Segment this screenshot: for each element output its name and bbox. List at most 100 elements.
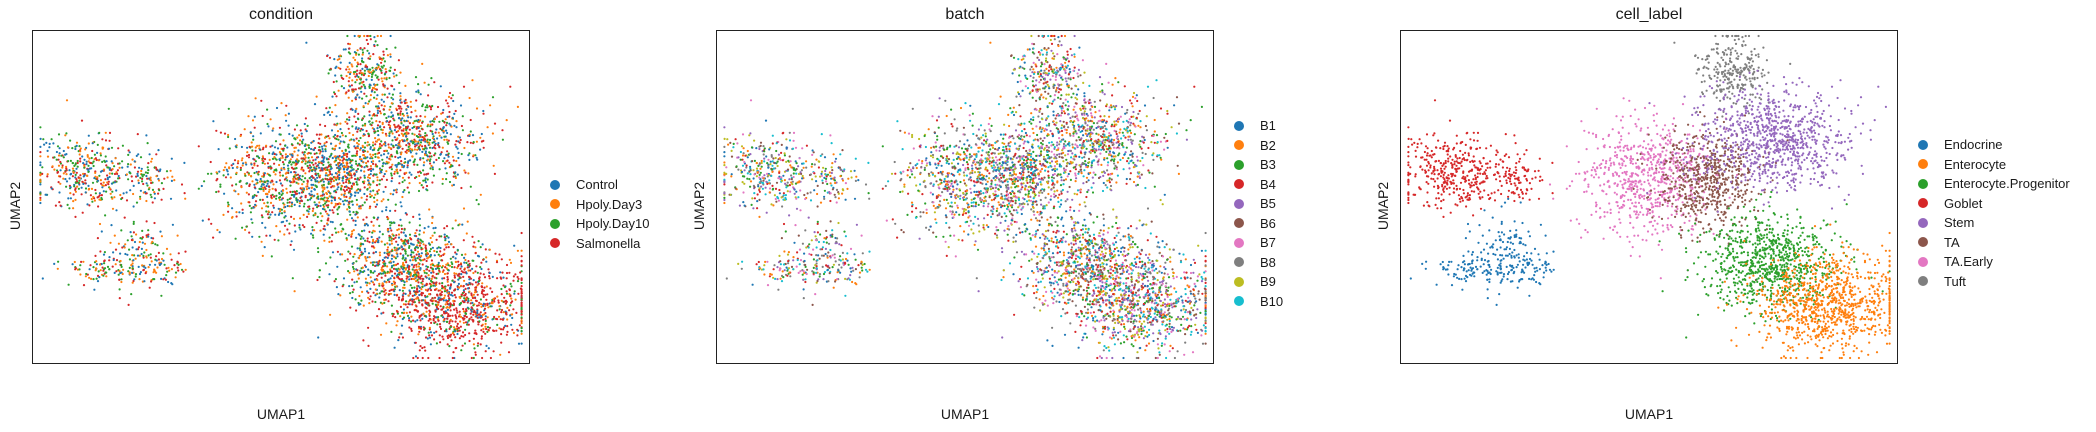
scatter-point: [71, 175, 74, 178]
scatter-point: [115, 189, 118, 192]
scatter-point: [171, 223, 174, 226]
scatter-point: [218, 170, 221, 173]
scatter-point: [162, 252, 165, 255]
scatter-point: [322, 163, 325, 166]
scatter-point: [389, 55, 392, 58]
scatter-point: [39, 171, 42, 174]
scatter-point: [132, 231, 135, 234]
scatter-point: [138, 272, 142, 276]
scatter-point: [295, 181, 298, 184]
scatter-point: [82, 172, 85, 175]
scatter-point: [227, 135, 230, 139]
scatter-point: [265, 144, 268, 147]
scatter-point: [128, 151, 131, 154]
scatter-point: [69, 197, 72, 200]
scatter-point: [372, 87, 376, 90]
scatter-point: [93, 199, 96, 202]
scatter-point: [383, 77, 386, 80]
scatter-point: [301, 175, 304, 178]
scatter-point: [71, 167, 75, 170]
scatter-point: [321, 150, 324, 153]
scatter-point: [293, 203, 296, 206]
scatter-point: [267, 190, 271, 193]
scatter-point: [129, 189, 132, 192]
scatter-point: [59, 175, 62, 178]
scatter-point: [134, 273, 138, 276]
scatter-point: [255, 155, 259, 158]
scatter-point: [247, 173, 250, 176]
scatter-point: [235, 183, 238, 186]
scatter-point: [298, 134, 301, 137]
scatter-point: [281, 154, 284, 157]
scatter-point: [355, 189, 358, 192]
scatter-point: [324, 228, 327, 231]
scatter-point: [263, 158, 267, 161]
scatter-point: [351, 99, 354, 102]
scatter-point: [105, 164, 108, 167]
scatter-point: [50, 138, 53, 141]
scatter-point: [39, 137, 42, 140]
scatter-point: [39, 196, 42, 199]
scatter-point: [364, 87, 367, 90]
scatter-point: [307, 144, 310, 147]
scatter-point: [376, 34, 379, 38]
scatter-point: [295, 160, 298, 163]
scatter-point: [240, 145, 243, 149]
scatter-point: [263, 181, 266, 184]
scatter-point: [215, 129, 218, 132]
scatter-point: [357, 75, 360, 79]
scatter-point: [53, 156, 56, 159]
scatter-point: [219, 185, 222, 188]
scatter-point: [79, 160, 82, 163]
scatter-point: [156, 244, 159, 247]
scatter-point: [248, 183, 251, 186]
scatter-point: [283, 178, 286, 181]
scatter-point: [314, 213, 317, 216]
scatter-point: [351, 154, 354, 157]
scatter-point: [39, 164, 42, 167]
scatter-point: [365, 38, 368, 42]
scatter-point: [321, 186, 324, 189]
scatter-point: [95, 263, 98, 266]
scatter-point: [183, 161, 186, 164]
scatter-point: [299, 228, 302, 231]
scatter-point: [145, 199, 148, 203]
scatter-point: [147, 229, 150, 232]
scatter-point: [69, 139, 72, 142]
scatter-point: [285, 104, 288, 107]
scatter-point: [352, 71, 356, 74]
scatter-point: [361, 48, 364, 51]
scatter-point: [155, 259, 158, 262]
scatter-point: [353, 34, 356, 38]
scatter-point: [104, 155, 107, 158]
scatter-point: [56, 267, 59, 270]
scatter-point: [281, 192, 284, 195]
scatter-point: [269, 165, 272, 168]
scatter-point: [82, 182, 85, 185]
scatter-point: [57, 164, 61, 167]
scatter-point: [332, 80, 335, 84]
scatter-point: [369, 55, 372, 58]
scatter-point: [321, 147, 324, 151]
scatter-point: [240, 202, 243, 205]
scatter-point: [293, 128, 296, 131]
scatter-point: [222, 169, 225, 172]
scatter-point: [97, 205, 100, 208]
scatter-point: [378, 183, 381, 186]
scatter-point: [145, 134, 148, 137]
scatter-point: [251, 221, 254, 224]
scatter-point: [258, 235, 261, 238]
scatter-point: [300, 132, 303, 135]
scatter-point: [112, 258, 115, 262]
scatter-point: [183, 192, 186, 195]
scatter-point: [315, 156, 319, 159]
scatter-point: [169, 253, 172, 256]
scatter-point: [367, 57, 370, 60]
chart-title: condition: [248, 6, 314, 23]
scatter-point: [389, 34, 392, 38]
scatter-point: [275, 197, 278, 200]
scatter-point: [169, 197, 173, 200]
scatter-point: [382, 50, 385, 53]
scatter-point: [312, 159, 315, 162]
scatter-point: [146, 177, 149, 180]
